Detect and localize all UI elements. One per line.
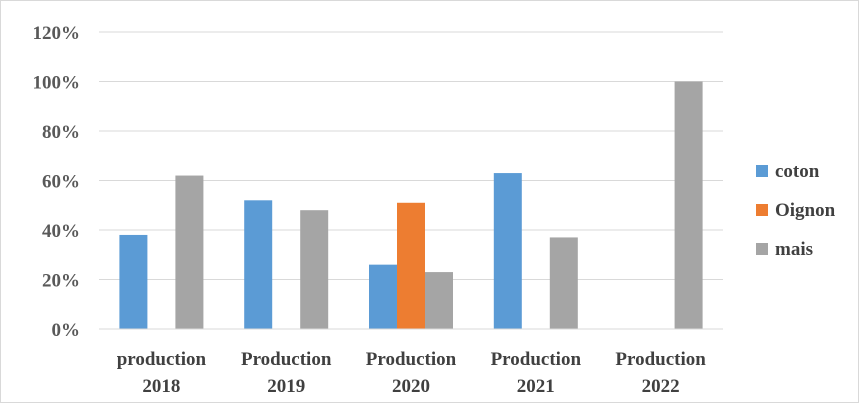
bar-mais-0 — [175, 175, 204, 329]
x-category-label: 2021 — [517, 376, 555, 397]
legend-swatch-coton — [756, 165, 768, 177]
bar-mais-4 — [674, 81, 703, 329]
legend-label-mais: mais — [775, 239, 813, 260]
y-tick-label: 20% — [42, 271, 80, 292]
bar-coton-3 — [493, 173, 522, 329]
x-category-label: Production — [491, 349, 582, 370]
y-tick-label: 120% — [33, 23, 81, 44]
x-category-label: 2020 — [392, 376, 430, 397]
x-category-label: 2018 — [142, 376, 180, 397]
legend: coton Oignon mais — [756, 161, 836, 260]
bar-coton-2 — [369, 264, 397, 329]
bar-mais-2 — [425, 272, 453, 329]
y-tick-label: 60% — [42, 172, 80, 193]
legend-swatch-mais — [756, 243, 768, 255]
x-category-label: Production — [366, 349, 457, 370]
legend-label-oignon: Oignon — [775, 200, 836, 221]
bar-coton-0 — [119, 234, 148, 329]
y-tick-label: 80% — [42, 122, 80, 143]
y-axis-tick-labels: 0% 20% 40% 60% 80% 100% 120% — [33, 23, 81, 341]
x-category-label: Production — [241, 349, 332, 370]
y-tick-label: 0% — [52, 320, 81, 341]
bar-oignon-2 — [397, 202, 425, 329]
bar-mais-1 — [300, 210, 329, 329]
y-tick-label: 40% — [42, 221, 80, 242]
bar-mais-3 — [549, 237, 578, 329]
bar-coton-1 — [244, 200, 273, 329]
x-category-label: Production — [615, 349, 706, 370]
legend-swatch-oignon — [756, 204, 768, 216]
legend-label-coton: coton — [775, 161, 820, 182]
x-category-label: 2019 — [267, 376, 305, 397]
x-category-label: production — [117, 349, 207, 370]
y-tick-label: 100% — [33, 73, 81, 94]
x-axis-category-labels: production 2018 Production 2019 Production 20… — [117, 349, 707, 397]
bars — [119, 81, 703, 329]
x-category-label: 2022 — [642, 376, 680, 397]
